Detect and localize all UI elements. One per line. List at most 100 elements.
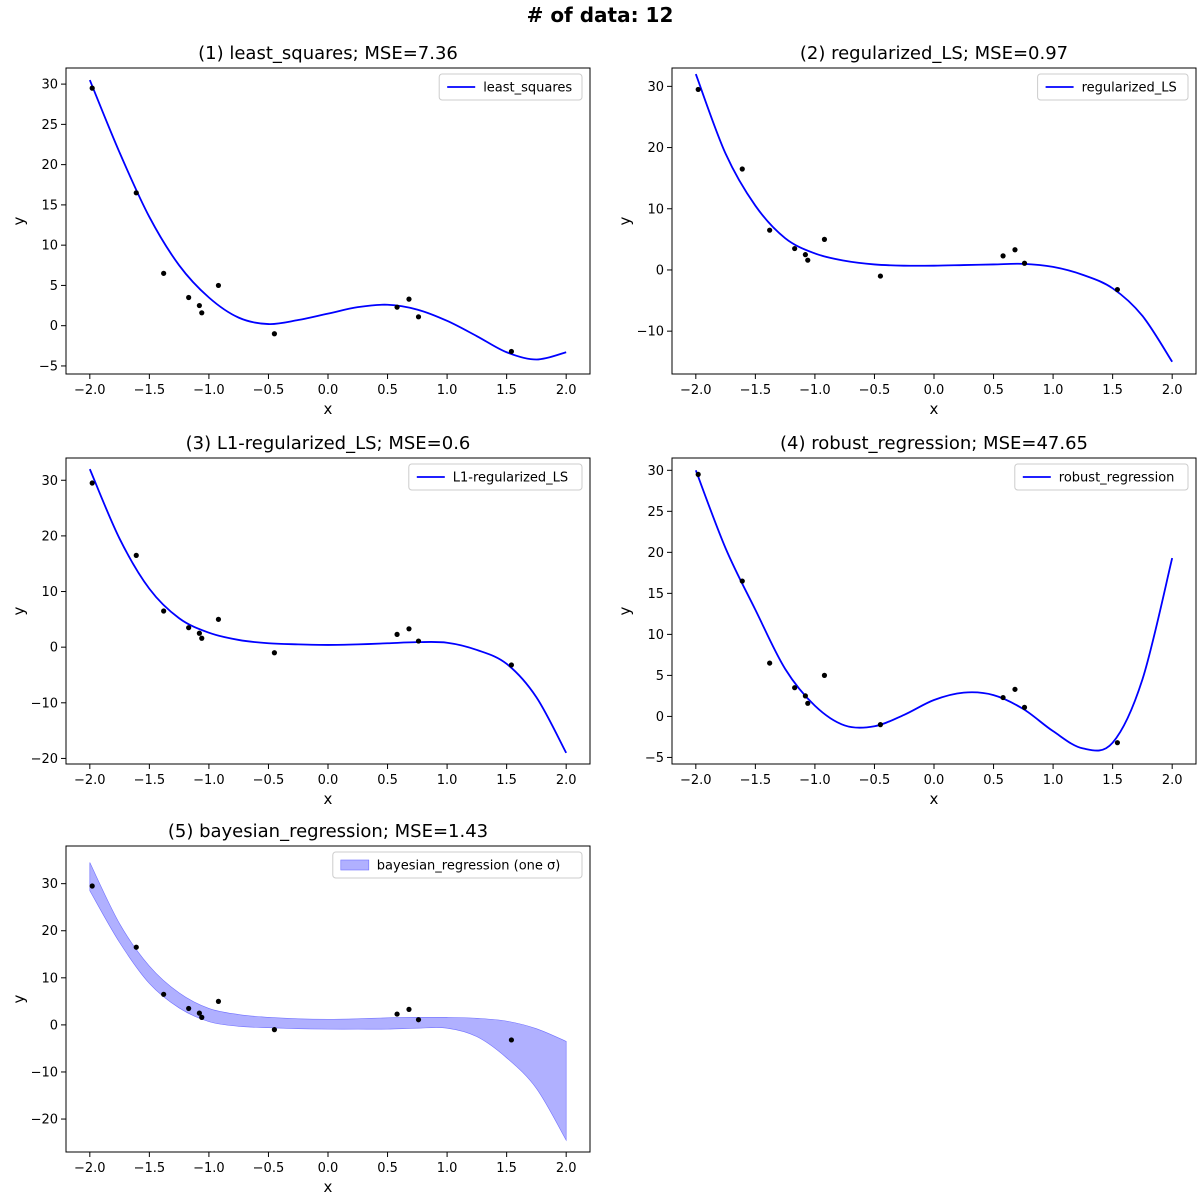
x-tick-label: 0.5: [983, 773, 1004, 788]
panel-title: (2) regularized_LS; MSE=0.97: [800, 43, 1068, 64]
x-tick-label: 2.0: [556, 773, 577, 788]
data-point: [877, 722, 884, 728]
y-tick-label: 5: [50, 279, 58, 294]
data-point: [199, 635, 205, 641]
y-tick-label: −10: [31, 696, 58, 711]
data-point: [406, 626, 412, 632]
data-point: [394, 1011, 400, 1017]
series-line: [88, 79, 567, 361]
x-axis-label: x: [324, 400, 333, 418]
data-point: [186, 1005, 192, 1012]
data-point: [802, 693, 808, 699]
x-tick-label: 1.5: [496, 773, 517, 788]
x-tick-label: 1.5: [496, 383, 517, 398]
figure-suptitle: # of data: 12: [526, 3, 674, 27]
chart-panel-2: −2.0 −1.5 −1.0 −0.5 0.0 0.5 1.0 1.5 2.0 −10 0 10 20 3…: [616, 43, 1197, 418]
data-point: [215, 616, 222, 622]
data-point: [215, 282, 222, 289]
y-tick-label: 15: [647, 587, 664, 602]
plot-area: [672, 458, 1196, 764]
data-point: [805, 700, 811, 706]
data-point: [196, 630, 202, 636]
data-point: [767, 660, 773, 666]
legend: regularized_LS: [1037, 73, 1189, 101]
data-point: [1021, 704, 1028, 710]
data-point: [271, 331, 278, 337]
data-point: [133, 190, 139, 196]
y-tick-label: 0: [656, 710, 664, 725]
data-point: [394, 304, 400, 310]
legend: L1-regularized_LS: [408, 463, 583, 491]
x-tick-label: −1.0: [799, 383, 831, 398]
data-point: [161, 270, 167, 276]
x-tick-label: −1.0: [193, 383, 225, 398]
data-point: [415, 638, 422, 644]
y-tick-label: 20: [41, 529, 58, 544]
y-tick-label: 20: [41, 158, 58, 173]
plot-area: [66, 68, 590, 374]
legend-swatch: [340, 859, 370, 871]
data-point: [271, 650, 278, 656]
y-tick-label: 5: [656, 669, 664, 684]
y-axis-label: y: [10, 606, 28, 615]
plot-content: [88, 79, 567, 361]
data-point: [1000, 253, 1006, 259]
x-tick-label: −0.5: [253, 1161, 285, 1176]
data-point: [133, 552, 139, 558]
chart-panel-4: −2.0 −1.5 −1.0 −0.5 0.0 0.5 1.0 1.5 2.0 −5 0 5 10 15 2…: [616, 433, 1197, 808]
plot-content: [694, 73, 1173, 363]
x-tick-label: 1.0: [1043, 773, 1064, 788]
x-tick-label: −2.0: [74, 1161, 106, 1176]
x-tick-label: 1.0: [437, 773, 458, 788]
data-point: [821, 672, 828, 678]
data-point: [508, 1037, 514, 1043]
data-point: [1012, 247, 1018, 253]
panel-title: (4) robust_regression; MSE=47.65: [780, 433, 1088, 454]
plot-area: [672, 68, 1196, 374]
plot-content: [89, 862, 567, 1142]
x-tick-label: −0.5: [859, 383, 891, 398]
data-point: [406, 1006, 412, 1012]
x-tick-label: 0.5: [983, 383, 1004, 398]
x-tick-label: −2.0: [74, 773, 106, 788]
y-tick-label: 30: [41, 877, 58, 892]
data-point: [695, 86, 701, 93]
x-tick-label: −1.5: [134, 383, 166, 398]
legend-label: robust_regression: [1059, 471, 1175, 486]
x-tick-label: 0.0: [318, 773, 339, 788]
x-tick-label: −1.5: [740, 383, 772, 398]
y-tick-label: 30: [647, 80, 664, 95]
y-tick-label: −10: [31, 1065, 58, 1080]
data-point: [1114, 740, 1120, 746]
y-axis-label: y: [616, 216, 634, 225]
y-axis-label: y: [10, 216, 28, 225]
y-tick-label: −20: [31, 1113, 58, 1128]
x-tick-label: 1.0: [437, 383, 458, 398]
x-tick-label: 1.5: [1102, 773, 1123, 788]
series-line: [694, 73, 1173, 363]
data-point: [199, 1014, 205, 1020]
y-tick-label: 10: [647, 628, 664, 643]
data-point: [695, 471, 701, 478]
legend: least_squares: [438, 73, 583, 101]
x-tick-label: 1.0: [1043, 383, 1064, 398]
x-tick-label: −1.5: [740, 773, 772, 788]
data-point: [89, 480, 95, 486]
legend-box: [332, 851, 583, 879]
x-tick-label: 2.0: [1162, 383, 1183, 398]
data-point: [89, 85, 95, 91]
x-tick-label: 0.5: [377, 383, 398, 398]
legend: bayesian_regression (one σ): [332, 851, 583, 879]
x-tick-label: −1.5: [134, 773, 166, 788]
x-tick-label: −1.5: [134, 1161, 166, 1176]
y-tick-label: −5: [39, 359, 58, 374]
y-tick-label: 0: [656, 263, 664, 278]
y-tick-label: 30: [647, 464, 664, 479]
data-point: [792, 685, 798, 691]
data-point: [215, 998, 222, 1004]
y-tick-label: 10: [41, 239, 58, 254]
data-point: [394, 631, 400, 637]
x-tick-label: 0.0: [318, 1161, 339, 1176]
x-tick-label: −1.0: [193, 1161, 225, 1176]
